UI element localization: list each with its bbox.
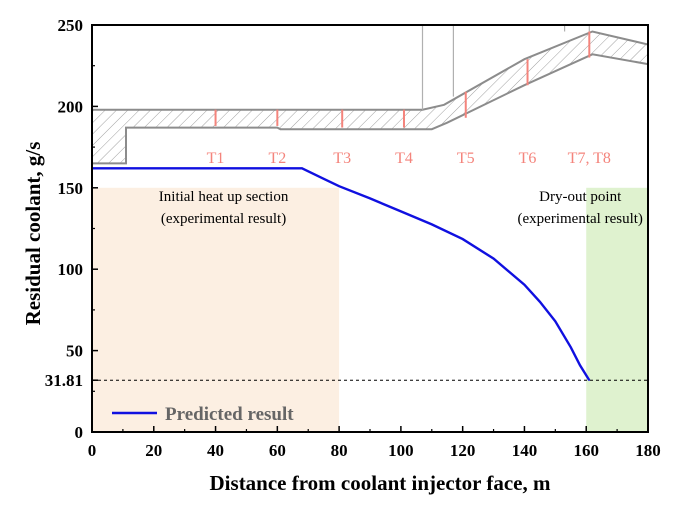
y-tick-label: 50 [66,342,83,361]
data-point [184,167,186,169]
x-tick-label: 40 [207,441,224,460]
y-tick-label: 250 [58,16,84,35]
region-annotation: (experimental result) [161,211,286,227]
data-point [462,238,464,240]
data-point [338,185,340,187]
y-tick-label: 31.81 [45,371,83,390]
region-annotation: Initial heat up section [159,189,289,205]
data-point [554,320,556,322]
y-tick-label: 150 [58,179,84,198]
sensor-label: T5 [457,150,475,167]
legend-label: Predicted result [165,404,294,425]
wall-inner-line [92,53,648,165]
data-point [245,167,248,169]
data-point [400,210,402,213]
data-point [431,223,433,226]
y-tick-label: 200 [58,97,84,116]
y-tick-label: 100 [58,260,84,279]
data-point [276,167,278,169]
region-shade-0 [92,187,340,432]
sensor-label: T6 [519,150,537,167]
x-tick-label: 160 [573,441,599,460]
sensor-label: T7, T8 [568,150,611,167]
x-tick-label: 120 [450,441,476,460]
x-tick-label: 140 [512,441,538,460]
region-annotation: (experimental result) [518,211,643,227]
data-point [523,284,526,286]
wall-hatch [92,31,648,164]
data-point [539,301,541,303]
data-point [492,258,495,260]
data-point [153,167,155,169]
sensor-label: T2 [268,150,286,167]
data-point [122,167,124,169]
y-tick-label: 0 [75,423,84,442]
x-tick-label: 180 [635,441,661,460]
x-tick-label: 60 [269,441,286,460]
region-annotation: Dry-out point [539,189,622,205]
sensor-label: T4 [395,150,413,167]
data-point [301,167,303,169]
sensor-label: T3 [333,150,351,167]
x-tick-label: 20 [145,441,162,460]
x-tick-label: 80 [331,441,348,460]
x-tick-label: 100 [388,441,414,460]
data-point [570,346,572,348]
region-shade-1 [586,187,648,432]
data-point [369,197,371,199]
data-point [579,364,581,366]
y-axis-title: Residual coolant, g/s [21,142,45,326]
x-axis-title: Distance from coolant injector face, m [210,471,551,495]
sensor-label: T1 [207,150,225,167]
data-point [588,379,590,381]
data-point [214,167,217,169]
wall-outer-line [92,30,648,111]
data-point [323,178,325,180]
x-tick-label: 0 [88,441,97,460]
